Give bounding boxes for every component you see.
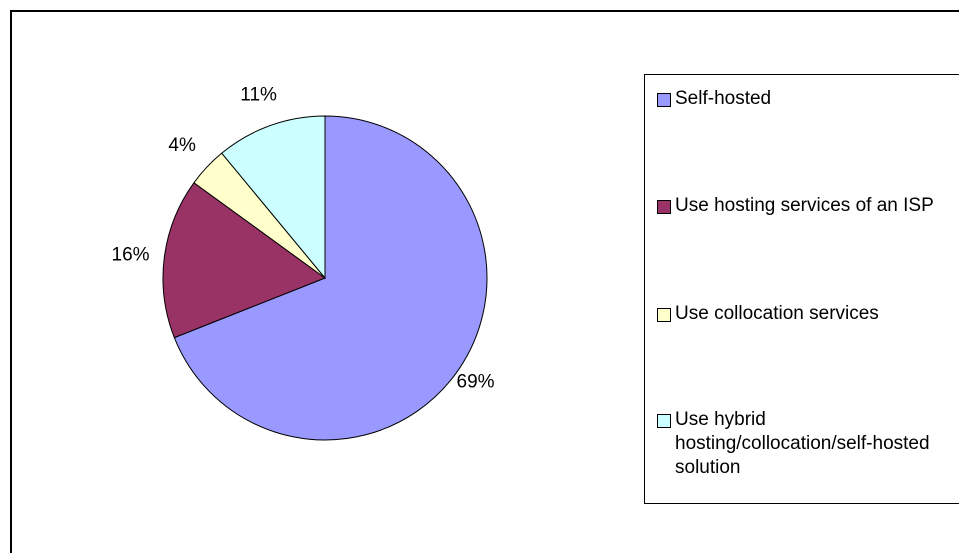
legend-item-self-hosted: Self-hosted [657, 87, 959, 111]
pie-slice-isp-hosting [162, 182, 327, 339]
legend-swatch-self-hosted [657, 93, 671, 107]
legend-item-hybrid: Use hybrid hosting/collocation/self-host… [657, 408, 959, 480]
legend-swatch-isp-hosting [657, 200, 671, 214]
pie-chart: 69% 16% 4% 11% [112, 85, 495, 441]
legend-swatch-hybrid [657, 414, 671, 428]
legend: Self-hosted Use hosting services of an I… [644, 74, 959, 504]
data-label-hybrid: 11% [240, 85, 277, 106]
legend-label-isp-hosting: Use hosting services of an ISP [675, 195, 934, 216]
legend-swatch-collocation [657, 308, 671, 322]
pie-slice-hybrid [221, 115, 326, 280]
chart-area: 69% 16% 4% 11% Self-hosted Use hosting serv… [10, 10, 959, 553]
legend-label-collocation: Use collocation services [675, 303, 879, 324]
legend-label-self-hosted: Self-hosted [675, 88, 772, 109]
legend-item-isp-hosting: Use hosting services of an ISP [657, 194, 959, 218]
legend-item-collocation: Use collocation services [657, 302, 959, 326]
legend-label-hybrid: Use hybrid hosting/collocation/self-host… [675, 409, 930, 478]
data-label-self-hosted: 69% [457, 371, 495, 392]
data-label-isp-hosting: 16% [112, 244, 150, 265]
data-label-collocation: 4% [168, 135, 196, 156]
pie-slice-self-hosted [173, 115, 488, 441]
